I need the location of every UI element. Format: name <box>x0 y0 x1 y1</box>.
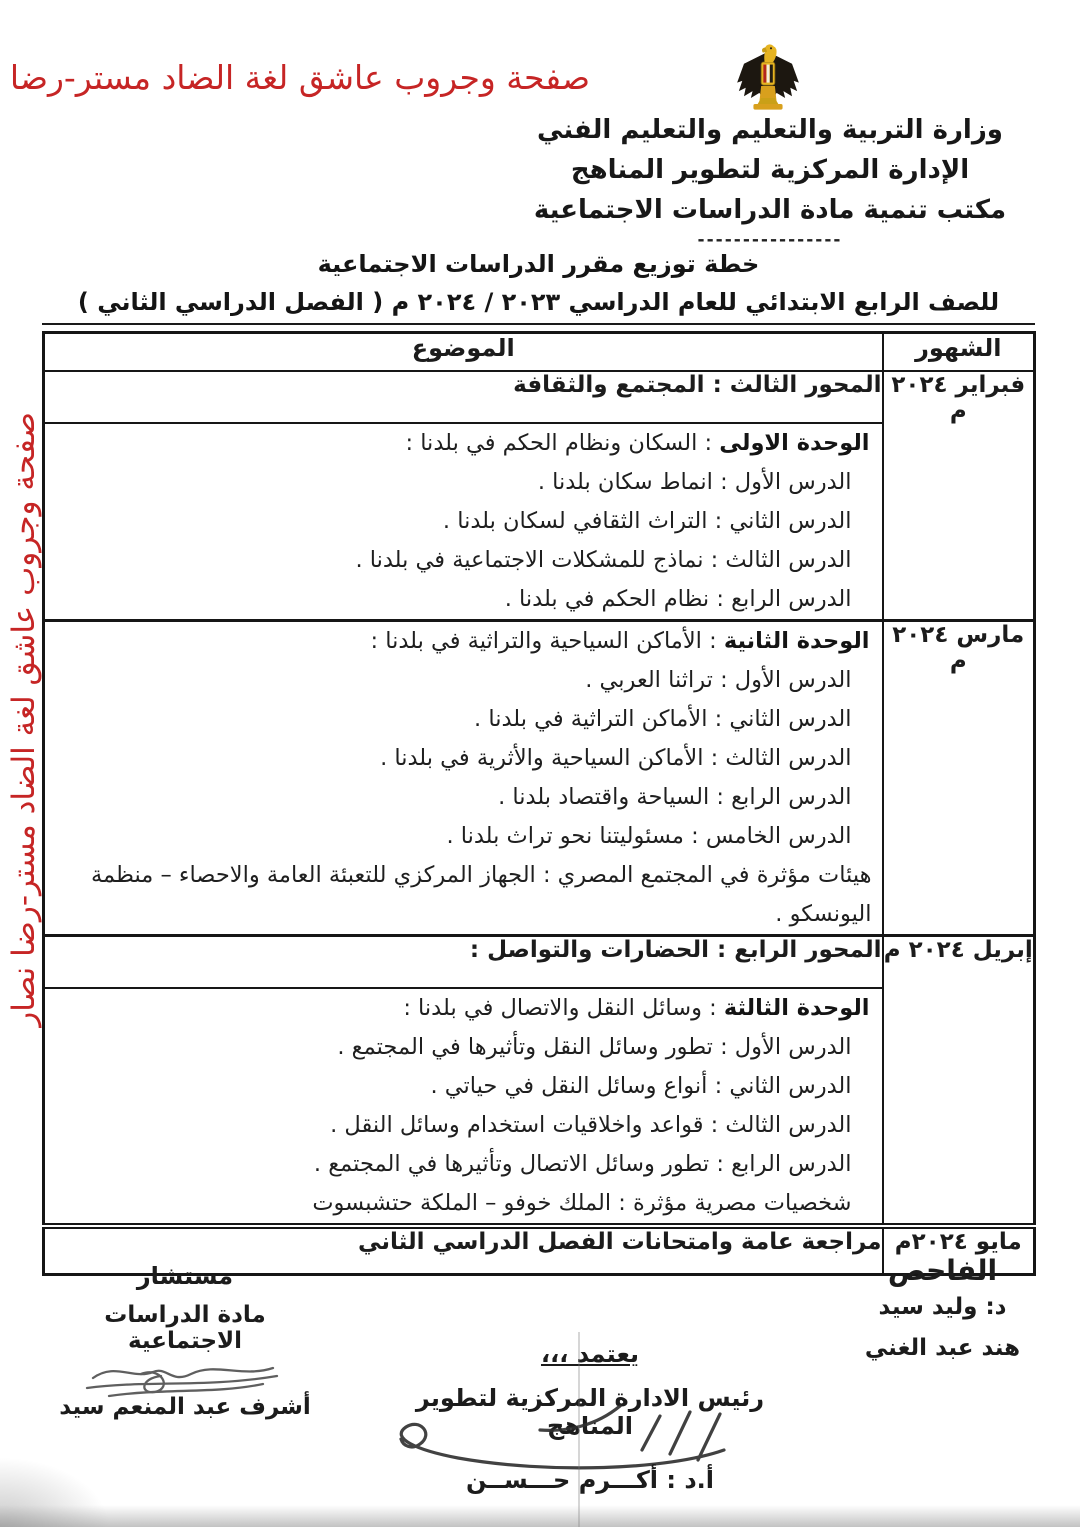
approval-label: يعتمد ،،، <box>540 1340 639 1368</box>
april-unit-cell: الوحدة الثالثة : وسائل النقل والاتصال في… <box>42 987 884 1227</box>
influential-figures-note: شخصيات مصرية مؤثرة : الملك خوفو – الملكة… <box>312 1190 852 1216</box>
watermark-top: صفحة وجروب عاشق لغة الضاد مستر-رضا نصار <box>0 58 590 97</box>
advisor-signature <box>85 1366 279 1398</box>
plan-titles: خطة توزيع مقرر الدراسات الاجتماعية للصف … <box>42 250 1035 325</box>
influential-bodies-note: هيئات مؤثرة في المجتمع المصري : الجهاز ا… <box>90 862 872 927</box>
curriculum-table: الشهور الموضوع فبراير ٢٠٢٤ م المحور الثا… <box>42 331 1036 1276</box>
approval-role: رئيس الادارة المركزية لتطوير المناهج <box>415 1384 765 1440</box>
february-unit-cell: الوحدة الاولى : السكان ونظام الحكم في بل… <box>42 422 884 622</box>
lesson-item: الدرس الثاني : الأماكن التراثية في بلدنا… <box>474 706 852 732</box>
month-april: إبريل ٢٠٢٤ م <box>881 934 1036 1227</box>
lesson-item: الدرس الأول : تراثنا العربي . <box>585 667 852 693</box>
org-header: وزارة التربية والتعليم والتعليم الفني ال… <box>450 110 1080 250</box>
months-column-header: الشهور <box>881 331 1036 372</box>
month-february: فبراير ٢٠٢٤ م <box>881 370 1036 622</box>
table-row-may: مايو ٢٠٢٤م مراجعة عامة وامتحانات الفصل ا… <box>42 1223 1036 1276</box>
advisor-name: أشرف عبد المنعم سيد <box>59 1394 311 1420</box>
unit-3-title: الوحدة الثالثة : وسائل النقل والاتصال في… <box>403 995 870 1021</box>
approval-signature <box>399 1404 726 1470</box>
topic-column-header: الموضوع <box>42 331 884 372</box>
advisor-role: مستشار <box>136 1262 234 1290</box>
lesson-item: الدرس الرابع : تطور وسائل الاتصال وتأثير… <box>313 1151 852 1177</box>
month-march: مارس ٢٠٢٤ م <box>881 619 1036 937</box>
lesson-item: الدرس الثاني : أنواع وسائل النقل في حيات… <box>430 1073 852 1099</box>
lesson-item: الدرس الثالث : الأماكن السياحية والأثرية… <box>380 745 852 771</box>
review-exams-row: مراجعة عامة وامتحانات الفصل الدراسي الثا… <box>42 1223 884 1276</box>
examiner-title: الفاحص <box>887 1254 998 1287</box>
march-unit-cell: الوحدة الثانية : الأماكن السياحية والترا… <box>42 619 884 937</box>
lesson-item: الدرس الثالث : نماذج للمشكلات الاجتماعية… <box>355 547 852 573</box>
lesson-item: الدرس الثالث : قواعد واخلاقيات استخدام و… <box>330 1112 852 1138</box>
plan-title: خطة توزيع مقرر الدراسات الاجتماعية <box>317 250 760 278</box>
axis-title-4: المحور الرابع : الحضارات والتواصل : <box>42 934 884 989</box>
lesson-item: الدرس الأول : تطور وسائل النقل وتأثيرها … <box>337 1034 852 1060</box>
table-row-february-unit: الوحدة الاولى : السكان ونظام الحكم في بل… <box>42 422 1035 622</box>
office-line: مكتب تنمية مادة الدراسات الاجتماعية <box>533 195 1007 225</box>
table-row-april-axis: إبريل ٢٠٢٤ م المحور الرابع : الحضارات وا… <box>42 934 1036 1227</box>
table-header-row: الشهور الموضوع <box>42 331 1036 372</box>
grade-year-line: للصف الرابع الابتدائي للعام الدراسي ٢٠٢٣… <box>42 288 1035 325</box>
advisor-subject: مادة الدراسات الاجتماعية <box>104 1302 266 1354</box>
administration-line: الإدارة المركزية لتطوير المناهج <box>570 155 970 185</box>
paper-crease <box>578 1332 580 1527</box>
lesson-item: الدرس الخامس : مسئوليتنا نحو تراث بلدنا … <box>446 823 852 849</box>
axis-title-3: المحور الثالث : المجتمع والثقافة <box>42 370 884 424</box>
scan-shadow-bottom <box>0 1505 1080 1527</box>
examiner-name: د: وليد سيد <box>878 1294 1007 1320</box>
examiner-block: الفاحص د: وليد سيد هند عبد الغني <box>840 1254 1045 1369</box>
table-row-february-axis: فبراير ٢٠٢٤ م المحور الثالث : المجتمع وا… <box>42 370 1036 622</box>
approval-name: أ.د : أكـــرم حـــســن <box>466 1466 714 1494</box>
ministry-line: وزارة التربية والتعليم والتعليم الفني <box>537 115 1003 145</box>
table-row-april-unit: الوحدة الثالثة : وسائل النقل والاتصال في… <box>42 987 1035 1227</box>
examiner-name: هند عبد الغني <box>864 1335 1021 1361</box>
table-row-march: مارس ٢٠٢٤ م الوحدة الثانية : الأماكن الس… <box>42 619 1036 937</box>
header-divider-dashes: ---------------- <box>697 230 843 250</box>
unit-2-title: الوحدة الثانية : الأماكن السياحية والترا… <box>370 628 870 654</box>
lesson-item: الدرس الأول : انماط سكان بلدنا . <box>537 469 852 495</box>
lesson-item: الدرس الرابع : السياحة واقتصاد بلدنا . <box>498 784 852 810</box>
unit-1-title: الوحدة الاولى : السكان ونظام الحكم في بل… <box>405 430 870 456</box>
lesson-item: الدرس الثاني : التراث الثقافي لسكان بلدن… <box>442 508 852 534</box>
month-may: مايو ٢٠٢٤م <box>881 1223 1036 1276</box>
lesson-item: الدرس الرابع : نظام الحكم في بلدنا . <box>504 586 852 612</box>
advisor-block: مستشار مادة الدراسات الاجتماعية أشرف عبد… <box>55 1262 315 1420</box>
egypt-eagle-emblem <box>737 44 799 110</box>
